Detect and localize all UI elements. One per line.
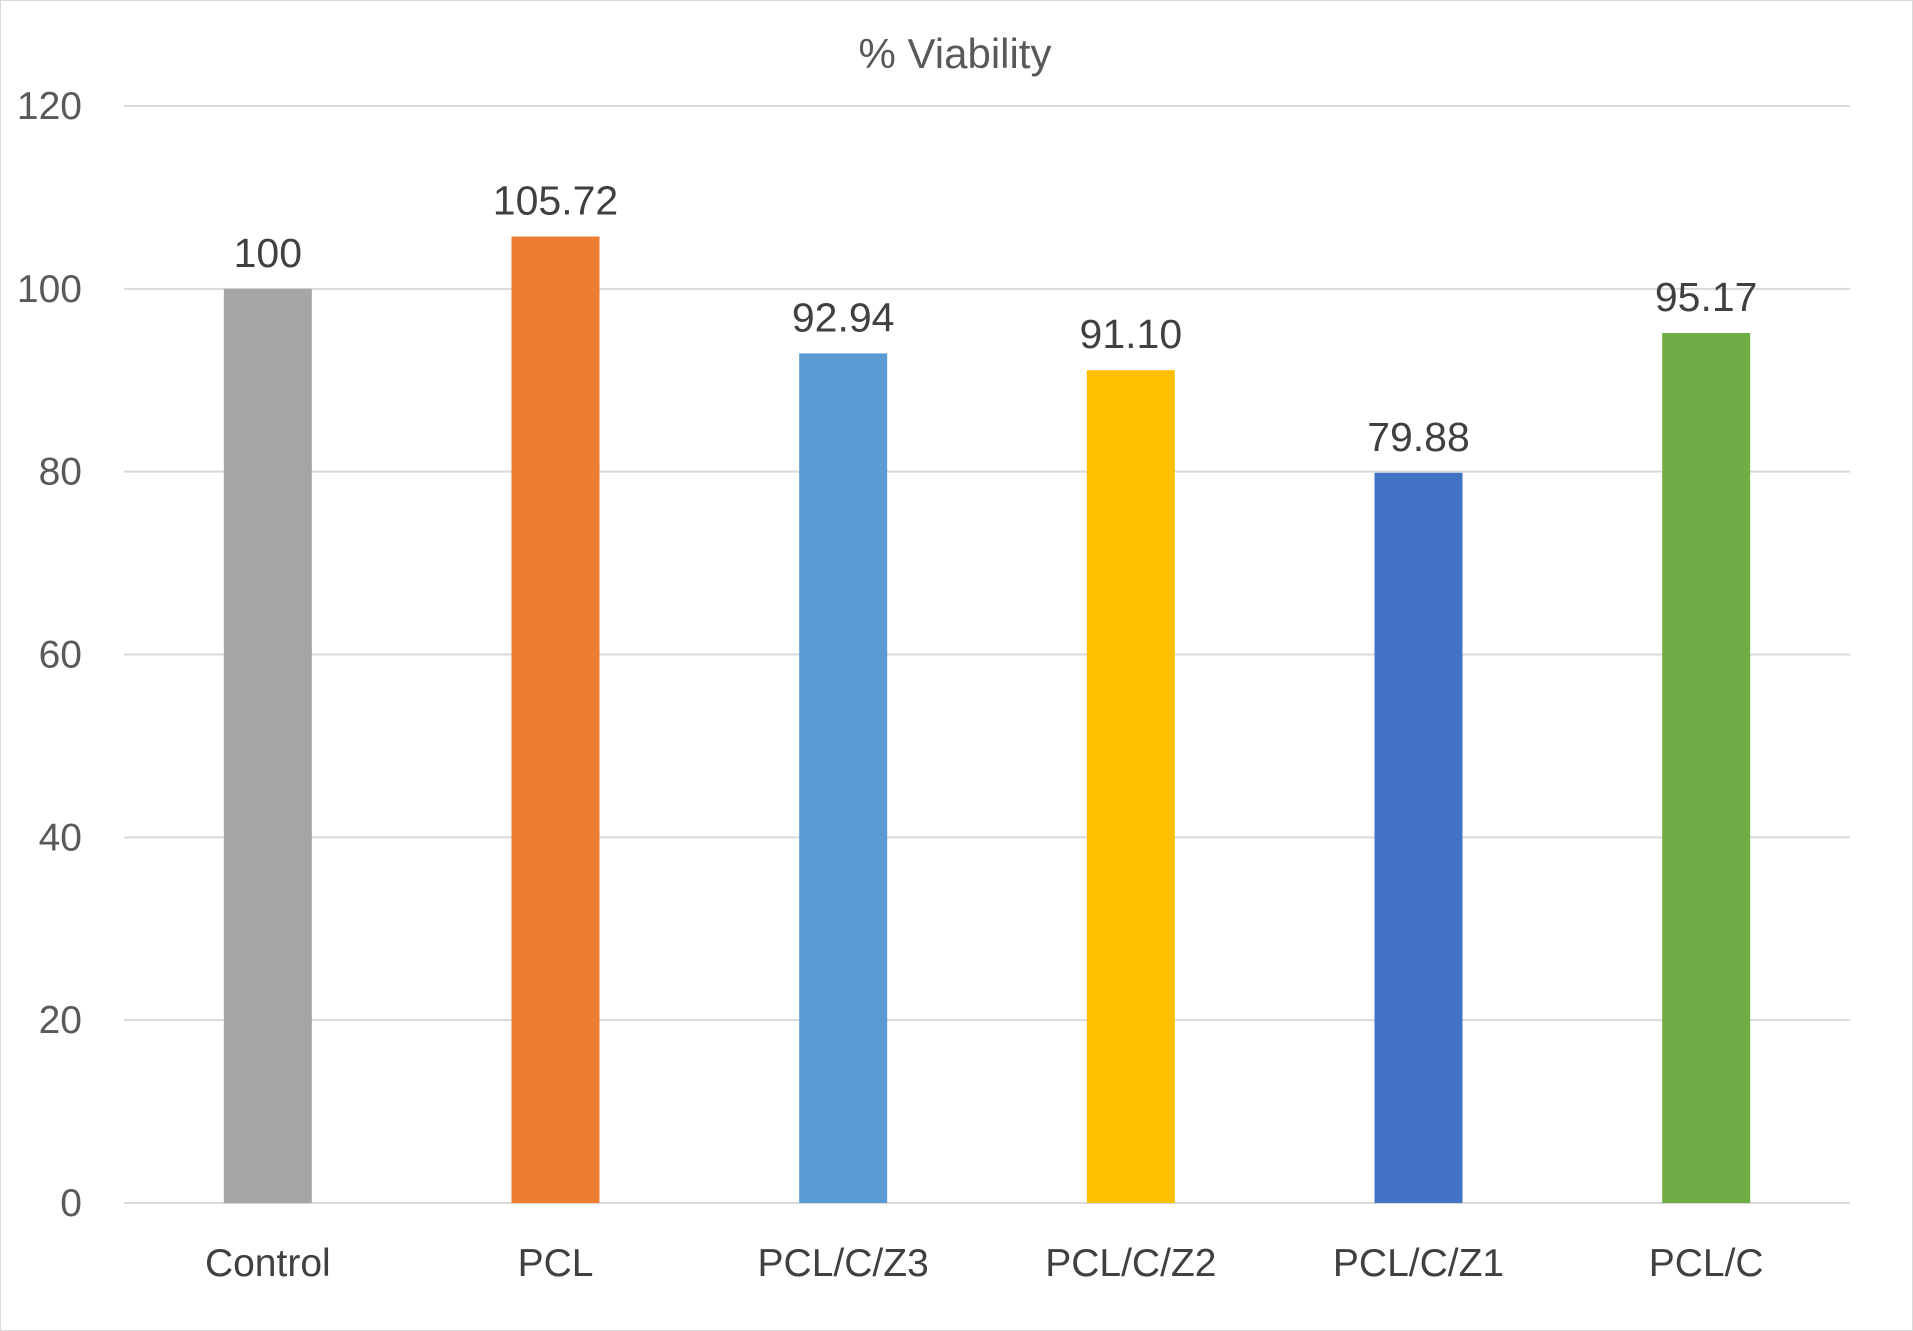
y-axis-ticks: 0 20 40 60 80 100 120 xyxy=(17,85,82,1225)
bar-control xyxy=(223,288,312,1203)
x-category-label: PCL xyxy=(518,1242,594,1285)
bars xyxy=(223,236,1751,1204)
chart-title: % Viability xyxy=(859,30,1052,77)
bar-pcl xyxy=(511,236,600,1204)
data-label: 79.88 xyxy=(1367,414,1470,460)
x-category-label: PCL/C xyxy=(1649,1242,1764,1285)
y-tick-label: 120 xyxy=(17,85,82,128)
y-tick-label: 20 xyxy=(39,999,82,1042)
bar-pcl-c-z1 xyxy=(1374,472,1463,1203)
y-tick-label: 0 xyxy=(60,1182,82,1225)
y-tick-label: 40 xyxy=(39,816,82,859)
bar-pcl-c-z2 xyxy=(1086,370,1175,1203)
data-label: 105.72 xyxy=(493,178,618,224)
data-label: 95.17 xyxy=(1655,274,1758,320)
bar-pcl-c-z3 xyxy=(799,353,888,1203)
data-labels: 100 105.72 92.94 91.10 79.88 95.17 xyxy=(234,178,1758,460)
x-category-label: PCL/C/Z3 xyxy=(758,1242,929,1285)
y-tick-label: 60 xyxy=(39,634,82,677)
y-tick-label: 100 xyxy=(17,268,82,311)
data-label: 91.10 xyxy=(1080,311,1183,357)
x-axis-categories: Control PCL PCL/C/Z3 PCL/C/Z2 PCL/C/Z1 PCL/C xyxy=(205,1242,1764,1285)
x-category-label: PCL/C/Z2 xyxy=(1045,1242,1216,1285)
gridlines xyxy=(124,105,1850,1204)
y-tick-label: 80 xyxy=(39,451,82,494)
x-category-label: PCL/C/Z1 xyxy=(1333,1242,1504,1285)
data-label: 100 xyxy=(234,230,302,276)
bar-pcl-c xyxy=(1662,332,1751,1204)
x-category-label: Control xyxy=(205,1242,331,1285)
data-label: 92.94 xyxy=(792,294,895,340)
